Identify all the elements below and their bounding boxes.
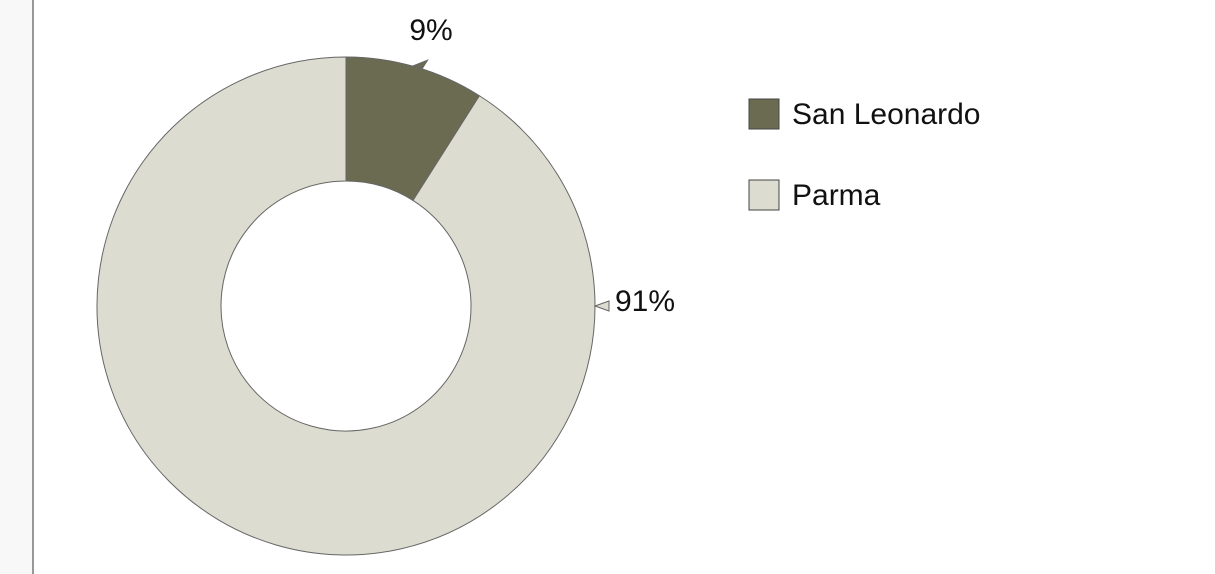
label-pointer (410, 59, 429, 69)
legend-label: Parma (792, 179, 881, 212)
legend-label: San Leonardo (792, 98, 981, 131)
donut-slice (96, 56, 596, 556)
legend-swatch (748, 179, 780, 211)
label-pointer (593, 300, 610, 312)
data-label: 91% (615, 285, 675, 318)
legend-swatch (748, 98, 780, 130)
side-strip (0, 0, 33, 574)
data-label: 9% (409, 14, 452, 47)
